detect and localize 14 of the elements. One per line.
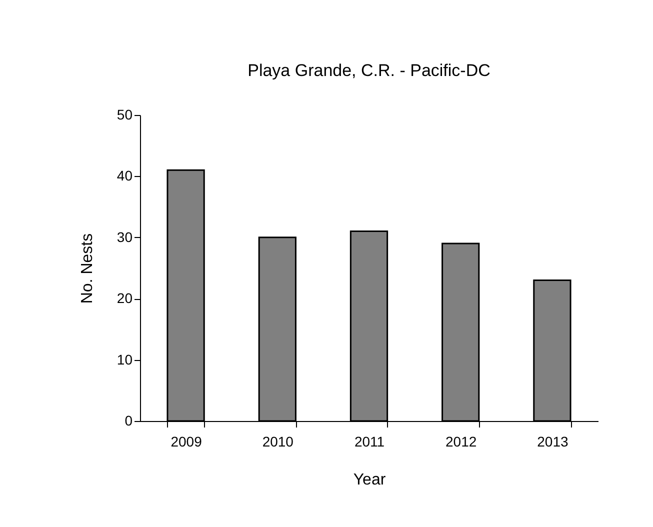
x-tick-label: 2013 bbox=[537, 434, 568, 450]
x-tick-label: 2009 bbox=[170, 434, 202, 450]
y-tick-label: 40 bbox=[116, 168, 133, 184]
y-tick-label: 0 bbox=[124, 412, 133, 428]
y-tick-label: 10 bbox=[116, 351, 133, 368]
y-tick-label: 20 bbox=[116, 290, 133, 306]
y-axis-title: No. Nests bbox=[78, 233, 96, 304]
x-tick-label: 2010 bbox=[262, 434, 294, 450]
x-tick-label: 2012 bbox=[446, 434, 477, 450]
chart-title: Playa Grande, C.R. - Pacific-DC bbox=[248, 61, 490, 80]
y-tick-label: 50 bbox=[116, 106, 133, 122]
x-tick-label: 2011 bbox=[354, 434, 385, 450]
y-tick-label: 30 bbox=[116, 228, 133, 245]
x-axis-title: Year bbox=[353, 472, 386, 488]
